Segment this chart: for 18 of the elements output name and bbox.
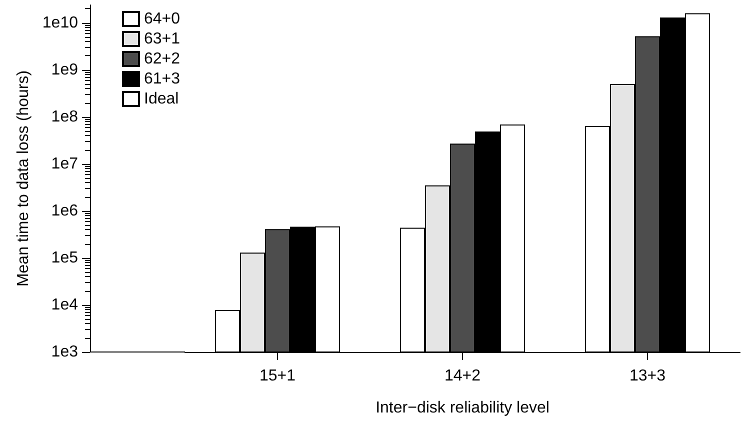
- y-tick-label: 1e7: [51, 155, 78, 172]
- y-tick-label: 1e5: [51, 249, 78, 266]
- x-tick-label: 15+1: [259, 368, 296, 384]
- y-axis-title: Mean time to data loss (hours): [15, 70, 32, 287]
- y-tick-label: 1e9: [51, 61, 78, 78]
- x-axis-title: Inter−disk reliability level: [376, 400, 550, 416]
- y-tick-label: 1e6: [51, 202, 78, 220]
- y-tick-label: 1e10: [42, 14, 78, 32]
- y-tick-label: 1e3: [51, 344, 78, 360]
- y-tick-label: 1e4: [51, 296, 78, 314]
- legend-label: 63+1: [144, 30, 180, 48]
- x-tick-label: 14+2: [444, 368, 481, 384]
- x-tick-label: 13+3: [629, 368, 666, 384]
- legend-label: 61+3: [144, 70, 180, 88]
- legend-label: 62+2: [144, 50, 180, 68]
- legend-label: 64+0: [144, 10, 180, 28]
- legend-label: Ideal: [144, 90, 179, 108]
- y-tick-label: 1e8: [51, 108, 78, 126]
